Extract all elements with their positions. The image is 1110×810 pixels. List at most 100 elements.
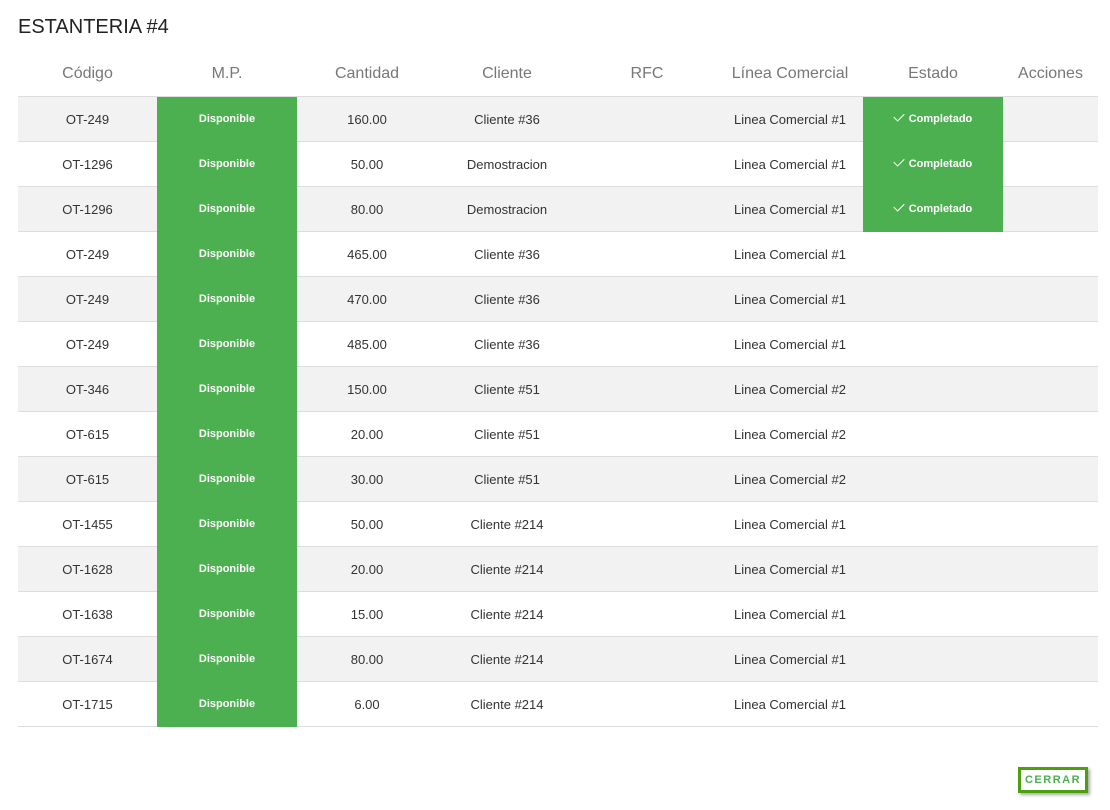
commercial-line-cell: Linea Comercial #1 <box>717 141 863 187</box>
status-cell <box>863 411 1003 457</box>
code-cell: OT-615 <box>18 456 157 502</box>
client-cell: Cliente #51 <box>437 456 577 502</box>
status-cell <box>863 636 1003 682</box>
actions-cell <box>1003 366 1098 412</box>
col-linea-comercial: Línea Comercial <box>717 52 863 97</box>
rfc-cell <box>577 591 717 637</box>
status-cell: Completado <box>863 96 1003 142</box>
status-cell <box>863 231 1003 277</box>
commercial-line-cell: Linea Comercial #2 <box>717 411 863 457</box>
actions-cell <box>1003 321 1098 367</box>
dialog-title: ESTANTERIA #4 <box>18 16 169 38</box>
client-cell: Cliente #214 <box>437 546 577 592</box>
actions-cell <box>1003 636 1098 682</box>
table-header: Código M.P. Cantidad Cliente RFC Línea C… <box>18 52 1098 97</box>
quantity-cell: 150.00 <box>297 366 437 412</box>
commercial-line-cell: Linea Comercial #1 <box>717 546 863 592</box>
col-estado: Estado <box>863 52 1003 97</box>
code-cell: OT-249 <box>18 96 157 142</box>
quantity-cell: 465.00 <box>297 231 437 277</box>
client-cell: Cliente #214 <box>437 636 577 682</box>
commercial-line-cell: Linea Comercial #1 <box>717 96 863 142</box>
rfc-cell <box>577 501 717 547</box>
status-cell: Completado <box>863 141 1003 187</box>
rfc-cell <box>577 186 717 232</box>
table-row: OT-1296 Disponible 80.00 Demostracion Linea … <box>18 186 1098 232</box>
quantity-cell: 15.00 <box>297 591 437 637</box>
mp-status-cell: Disponible <box>157 141 297 187</box>
status-cell <box>863 456 1003 502</box>
status-label: Completado <box>908 113 973 125</box>
table-row: OT-346 Disponible 150.00 Cliente #51 Linea C… <box>18 366 1098 412</box>
mp-status-cell: Disponible <box>157 636 297 682</box>
rfc-cell <box>577 141 717 187</box>
mp-status-cell: Disponible <box>157 276 297 322</box>
quantity-cell: 50.00 <box>297 501 437 547</box>
client-cell: Demostracion <box>437 186 577 232</box>
commercial-line-cell: Linea Comercial #1 <box>717 591 863 637</box>
mp-status-cell: Disponible <box>157 546 297 592</box>
code-cell: OT-249 <box>18 231 157 277</box>
check-icon <box>893 200 905 212</box>
commercial-line-cell: Linea Comercial #1 <box>717 231 863 277</box>
mp-status-cell: Disponible <box>157 231 297 277</box>
actions-cell <box>1003 186 1098 232</box>
status-label: Completado <box>908 158 973 170</box>
client-cell: Cliente #214 <box>437 501 577 547</box>
actions-cell <box>1003 276 1098 322</box>
code-cell: OT-249 <box>18 321 157 367</box>
table-row: OT-1296 Disponible 50.00 Demostracion Linea … <box>18 141 1098 187</box>
quantity-cell: 485.00 <box>297 321 437 367</box>
rfc-cell <box>577 456 717 502</box>
status-cell <box>863 366 1003 412</box>
commercial-line-cell: Linea Comercial #1 <box>717 186 863 232</box>
quantity-cell: 50.00 <box>297 141 437 187</box>
commercial-line-cell: Linea Comercial #1 <box>717 276 863 322</box>
table-row: OT-1628 Disponible 20.00 Cliente #214 Linea … <box>18 546 1098 592</box>
status-cell <box>863 591 1003 637</box>
table-row: OT-249 Disponible 485.00 Cliente #36 Linea C… <box>18 321 1098 367</box>
table-row: OT-249 Disponible 470.00 Cliente #36 Linea C… <box>18 276 1098 322</box>
mp-status-cell: Disponible <box>157 501 297 547</box>
col-cliente: Cliente <box>437 52 577 97</box>
quantity-cell: 80.00 <box>297 186 437 232</box>
table-row: OT-1715 Disponible 6.00 Cliente #214 Linea C… <box>18 681 1098 727</box>
col-cantidad: Cantidad <box>297 52 437 97</box>
client-cell: Cliente #36 <box>437 321 577 367</box>
code-cell: OT-1715 <box>18 681 157 727</box>
client-cell: Cliente #36 <box>437 96 577 142</box>
table-row: OT-615 Disponible 20.00 Cliente #51 Linea Co… <box>18 411 1098 457</box>
close-button[interactable]: CERRAR <box>1018 767 1088 793</box>
rfc-cell <box>577 411 717 457</box>
status-cell <box>863 321 1003 367</box>
check-icon <box>893 155 905 167</box>
table-row: OT-1638 Disponible 15.00 Cliente #214 Linea … <box>18 591 1098 637</box>
mp-status-cell: Disponible <box>157 456 297 502</box>
status-cell <box>863 681 1003 727</box>
status-cell <box>863 501 1003 547</box>
rfc-cell <box>577 636 717 682</box>
mp-status-cell: Disponible <box>157 411 297 457</box>
code-cell: OT-1296 <box>18 186 157 232</box>
rfc-cell <box>577 681 717 727</box>
actions-cell <box>1003 141 1098 187</box>
client-cell: Cliente #51 <box>437 411 577 457</box>
code-cell: OT-1628 <box>18 546 157 592</box>
actions-cell <box>1003 501 1098 547</box>
commercial-line-cell: Linea Comercial #2 <box>717 366 863 412</box>
check-icon <box>893 110 905 122</box>
status-cell: Completado <box>863 186 1003 232</box>
code-cell: OT-1638 <box>18 591 157 637</box>
actions-cell <box>1003 681 1098 727</box>
code-cell: OT-346 <box>18 366 157 412</box>
rfc-cell <box>577 321 717 367</box>
commercial-line-cell: Linea Comercial #1 <box>717 321 863 367</box>
client-cell: Demostracion <box>437 141 577 187</box>
commercial-line-cell: Linea Comercial #1 <box>717 636 863 682</box>
client-cell: Cliente #51 <box>437 366 577 412</box>
col-codigo: Código <box>18 52 157 97</box>
commercial-line-cell: Linea Comercial #1 <box>717 501 863 547</box>
actions-cell <box>1003 456 1098 502</box>
rfc-cell <box>577 546 717 592</box>
code-cell: OT-1455 <box>18 501 157 547</box>
